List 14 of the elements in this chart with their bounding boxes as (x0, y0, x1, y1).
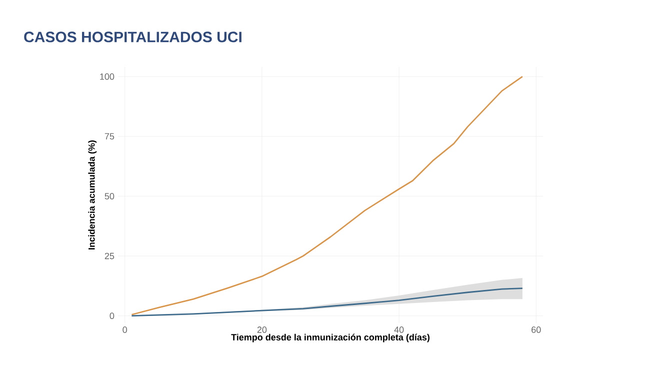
y-tick-label: 25 (104, 252, 114, 260)
x-tick-label: 60 (532, 326, 541, 333)
x-tick-label: 20 (257, 326, 267, 333)
y-tick-label: 0 (110, 312, 114, 320)
y-tick-label: 75 (104, 133, 114, 140)
chart-title: CASOS HOSPITALIZADOS UCI (24, 32, 242, 42)
line-series (131, 76, 524, 316)
line-series (131, 288, 524, 317)
y-axis-title: Incidencia acumulada (%) (88, 140, 97, 250)
x-tick-label: 0 (122, 326, 128, 333)
y-tick-label: 100 (100, 73, 114, 80)
x-axis-title: Tiempo desde la inmunización completa (días) (231, 334, 430, 342)
x-tick-label: 40 (394, 326, 404, 333)
y-tick-label: 50 (104, 193, 114, 200)
